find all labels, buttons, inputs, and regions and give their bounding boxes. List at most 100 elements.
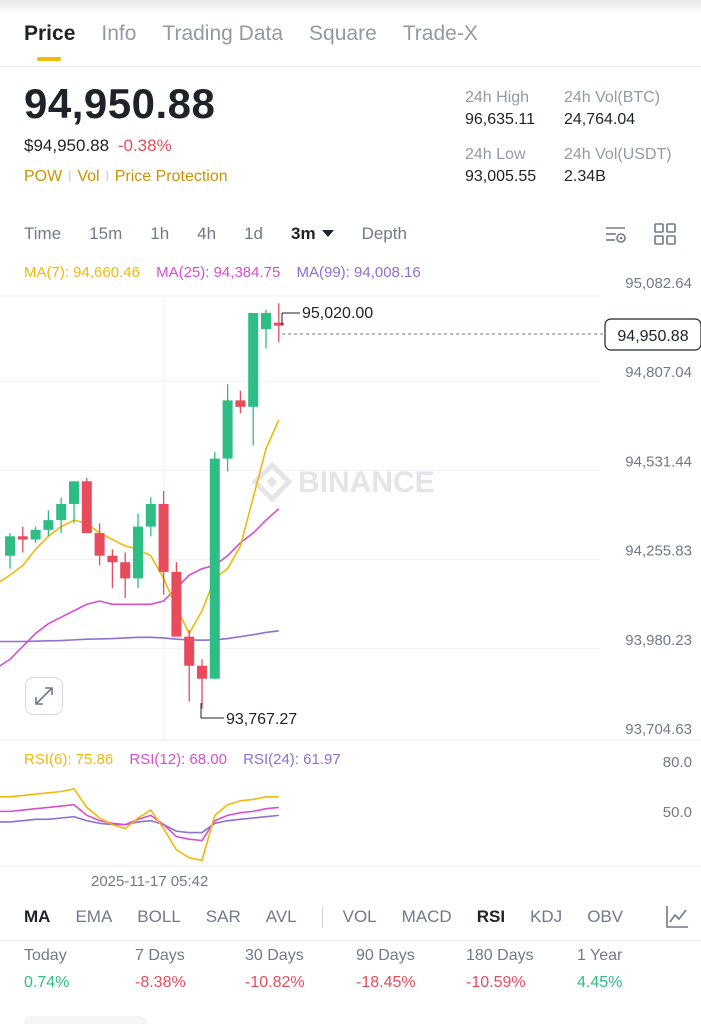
- low-marker-label: 93,767.27: [226, 711, 297, 728]
- top-tabs: Price Info Trading Data Square Trade-X: [24, 22, 504, 61]
- candle: [235, 390, 246, 414]
- perf-7-days: 7 Days -8.38%: [135, 947, 186, 992]
- perf-label: 1 Year: [577, 947, 623, 964]
- current-price-label: 94,950.88: [617, 328, 688, 345]
- indicator-ma[interactable]: MA: [24, 907, 51, 926]
- candle: [145, 497, 156, 537]
- candles: [5, 303, 284, 709]
- interval-time[interactable]: Time: [24, 224, 62, 243]
- candle-body: [261, 312, 271, 330]
- candle-body: [222, 400, 233, 459]
- candle: [69, 481, 79, 524]
- price-axis-label: 93,704.63: [625, 721, 692, 738]
- perf-label: 180 Days: [466, 947, 534, 964]
- expand-icon[interactable]: [25, 677, 63, 715]
- stat-24h-low: 24h Low 93,005.55: [465, 146, 536, 186]
- indicator-divider: [321, 906, 323, 928]
- candle: [133, 513, 143, 589]
- candle: [184, 630, 195, 702]
- tab-depth[interactable]: Depth: [361, 224, 407, 243]
- stat-value: 96,635.11: [465, 111, 535, 128]
- candle-body: [235, 400, 246, 407]
- usd-price: $94,950.88: [24, 136, 110, 155]
- tag-vol[interactable]: Vol: [77, 168, 100, 185]
- candle-body: [69, 481, 79, 504]
- candle: [171, 562, 182, 637]
- chart-settings-icon[interactable]: [603, 222, 629, 248]
- candle: [94, 523, 105, 566]
- usd-price-line: $94,950.88 -0.38%: [24, 136, 172, 156]
- candle: [273, 303, 284, 343]
- tab-info[interactable]: Info: [101, 22, 137, 45]
- perf-today: Today 0.74%: [24, 947, 69, 992]
- indicator-fade: [640, 900, 652, 934]
- rsi6-label: RSI(6): 75.86: [24, 751, 114, 768]
- candle-body: [5, 536, 15, 556]
- candle: [107, 549, 118, 589]
- price-chart[interactable]: BINANCE 95,082.64 94,807.04 94,531.44 94,25…: [0, 258, 701, 870]
- perf-label: 30 Days: [245, 947, 304, 964]
- candle-body: [56, 503, 67, 521]
- rsi24-line: [0, 814, 279, 834]
- candle-body: [107, 555, 118, 563]
- perf-label: 90 Days: [356, 947, 415, 964]
- grid-layout-icon[interactable]: [653, 222, 677, 246]
- tabs-divider: [0, 66, 701, 67]
- stat-label: 24h High: [465, 89, 530, 106]
- stat-value: 2.34B: [564, 168, 606, 185]
- stat-label: 24h Vol(BTC): [564, 89, 661, 106]
- change-percent: -0.38%: [117, 136, 172, 155]
- time-axis-label: 2025-11-17 05:42: [91, 873, 209, 890]
- price-axis: 95,082.64 94,807.04 94,531.44 94,255.83 93,9…: [625, 275, 692, 738]
- stat-label: 24h Low: [465, 146, 526, 163]
- indicator-obv[interactable]: OBV: [587, 907, 624, 926]
- indicator-macd[interactable]: MACD: [401, 907, 452, 926]
- interval-15m[interactable]: 15m: [89, 224, 123, 243]
- perf-30-days: 30 Days -10.82%: [245, 947, 305, 992]
- candle: [30, 526, 41, 543]
- candle: [197, 659, 207, 709]
- tab-trade-x[interactable]: Trade-X: [402, 22, 478, 45]
- indicator-vol[interactable]: VOL: [342, 907, 377, 926]
- tag-pow[interactable]: POW: [24, 168, 63, 185]
- interval-1h[interactable]: 1h: [150, 224, 170, 243]
- ma25-line: [0, 508, 280, 667]
- tag-price-protection[interactable]: Price Protection: [114, 168, 228, 185]
- tab-price[interactable]: Price: [24, 22, 76, 61]
- perf-90-days: 90 Days -18.45%: [356, 947, 416, 992]
- rsi6-line: [0, 787, 279, 862]
- tab-square[interactable]: Square: [309, 22, 377, 45]
- price-axis-label: 94,255.83: [625, 543, 692, 560]
- indicator-boll[interactable]: BOLL: [137, 907, 181, 926]
- interval-3m-dropdown[interactable]: 3m: [291, 224, 334, 244]
- indicator-rsi[interactable]: RSI: [476, 907, 506, 926]
- tab-trading-data[interactable]: Trading Data: [162, 22, 284, 45]
- indicator-scroll: MA EMA BOLL SAR AVL VOL MACD RSI KDJ OBV: [0, 900, 651, 934]
- watermark-text: BINANCE: [298, 466, 435, 499]
- interval-4h[interactable]: 4h: [197, 224, 217, 243]
- last-price: 94,950.88: [24, 80, 216, 127]
- indicator-kdj[interactable]: KDJ: [530, 907, 563, 926]
- candle-body: [248, 312, 259, 407]
- tag-list: POW | Vol | Price Protection: [24, 168, 228, 186]
- perf-value: -8.38%: [135, 974, 186, 991]
- price-axis-label: 94,807.04: [625, 364, 692, 381]
- candle-body: [81, 481, 92, 534]
- candle-body: [43, 520, 54, 530]
- candle: [5, 533, 15, 569]
- candle-body: [94, 533, 105, 556]
- rsi-axis-80: 80.0: [663, 754, 692, 771]
- interval-1d[interactable]: 1d: [244, 224, 263, 243]
- perf-value: -10.82%: [245, 974, 305, 991]
- candle: [43, 510, 54, 537]
- price-axis-label: 94,531.44: [625, 453, 692, 470]
- indicator-avl[interactable]: AVL: [265, 907, 297, 926]
- rsi-lines: [0, 787, 279, 862]
- candle-body: [133, 526, 143, 579]
- candle-body: [158, 503, 169, 572]
- indicator-sar[interactable]: SAR: [205, 907, 241, 926]
- perf-value: 4.45%: [577, 974, 623, 991]
- bottom-pill: [24, 1016, 148, 1024]
- indicator-chart-icon[interactable]: [664, 904, 690, 930]
- indicator-ema[interactable]: EMA: [75, 907, 113, 926]
